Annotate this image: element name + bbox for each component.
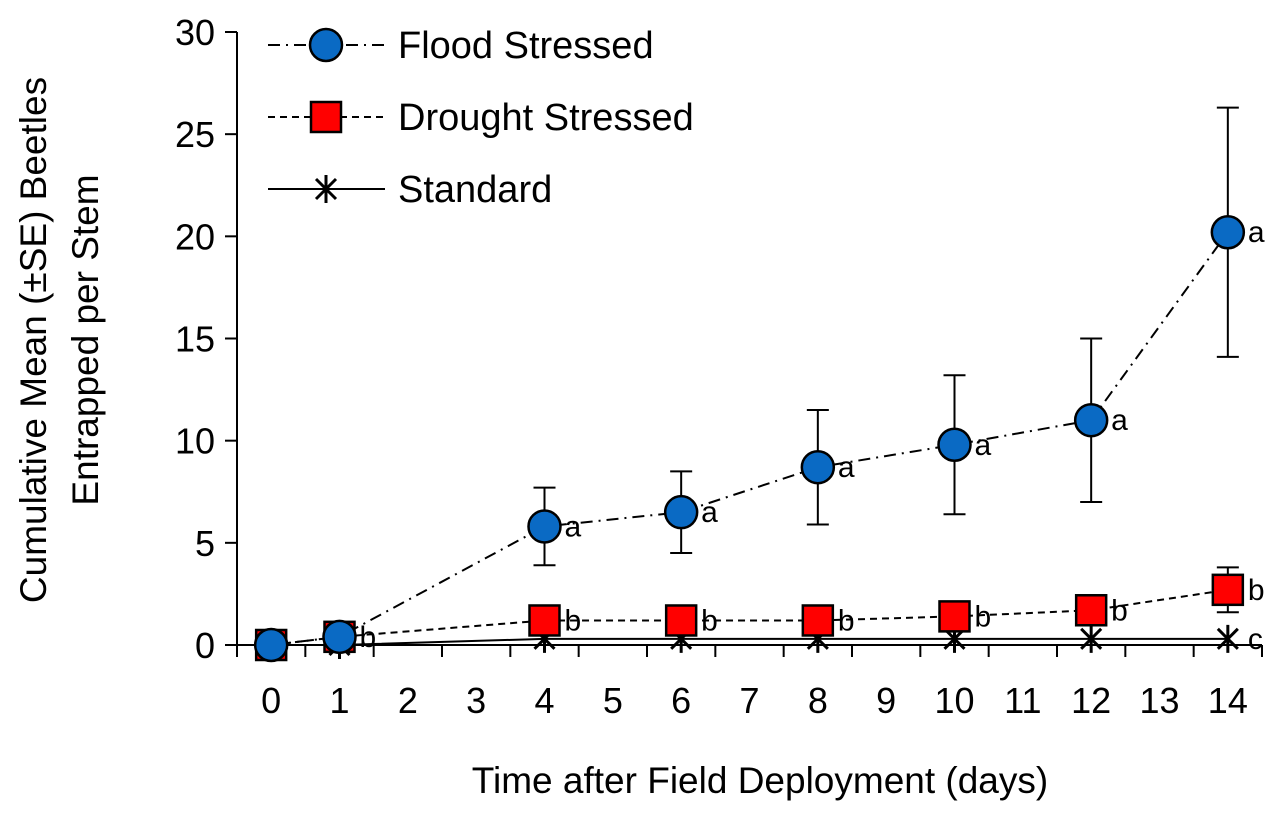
data-point	[527, 509, 562, 544]
data-point	[938, 600, 971, 633]
data-point	[1211, 573, 1245, 607]
legend-marker	[314, 175, 338, 203]
data-point	[253, 627, 289, 663]
y-tick-label: 10	[175, 421, 215, 462]
data-point	[1074, 594, 1108, 627]
x-tick-label: 8	[808, 680, 828, 721]
significance-label: a	[975, 429, 992, 462]
legend-marker	[309, 100, 343, 134]
x-tick-label: 10	[934, 680, 974, 721]
y-tick-label: 5	[195, 523, 215, 564]
series-line	[271, 588, 1228, 646]
data-point	[800, 449, 836, 485]
series-line	[271, 637, 1228, 646]
data-point	[664, 604, 698, 637]
legend-item-flood-stressed: Flood Stressed	[268, 25, 654, 67]
significance-label: b	[701, 604, 718, 637]
significance-label: c	[1248, 623, 1263, 656]
significance-label: b	[838, 604, 855, 637]
legend-item-standard: Standard	[268, 169, 552, 211]
series-flood-stressed: a a a a a a	[253, 106, 1265, 663]
series-drought-stressed: b b b b b b b	[254, 566, 1265, 662]
legend-label: Flood Stressed	[398, 25, 654, 67]
x-tick-label: 12	[1071, 680, 1111, 721]
y-tick-label: 0	[195, 625, 215, 666]
data-point	[528, 604, 561, 637]
x-tick-label: 13	[1139, 680, 1179, 721]
y-tick-label: 15	[175, 319, 215, 360]
x-tick-label: 5	[603, 680, 623, 721]
significance-label: a	[1248, 216, 1265, 249]
x-tick-label: 9	[876, 680, 896, 721]
data-point	[937, 427, 972, 463]
x-tick-label: 2	[398, 680, 418, 721]
data-point	[1073, 402, 1109, 438]
legend: Flood Stressed Drought Stressed Standard	[268, 25, 694, 211]
y-axis-title-line-2: Entrapped per Stem	[65, 174, 106, 505]
significance-label: a	[565, 510, 582, 543]
x-tick-label: 0	[261, 680, 281, 721]
x-axis-title: Time after Field Deployment (days)	[472, 760, 1048, 801]
y-tick-label: 30	[175, 12, 215, 53]
x-tick-label: 11	[1004, 680, 1041, 721]
significance-label: b	[565, 604, 582, 637]
significance-label: b	[1111, 594, 1128, 627]
series-line	[271, 231, 1229, 646]
data-point	[1080, 624, 1103, 653]
x-tick-label: 7	[739, 680, 759, 721]
data-point	[801, 604, 835, 637]
y-tick-label: 20	[175, 216, 215, 257]
legend-label: Standard	[398, 169, 552, 211]
x-tick-label: 14	[1208, 680, 1248, 721]
data-point	[322, 619, 357, 655]
series-standard: c	[260, 623, 1263, 659]
significance-label: a	[838, 451, 855, 484]
data-point	[1210, 214, 1246, 250]
significance-label: b	[360, 621, 377, 654]
significance-label: b	[975, 600, 992, 633]
data-point	[663, 494, 699, 530]
y-axis-title-line-1: Cumulative Mean (±SE) Beetles	[13, 77, 54, 603]
x-tick-label: 3	[466, 680, 486, 721]
significance-label: b	[1248, 574, 1265, 607]
legend-item-drought-stressed: Drought Stressed	[268, 97, 694, 139]
legend-marker	[308, 27, 344, 63]
x-tick-label: 6	[671, 680, 691, 721]
x-tick-label: 1	[329, 680, 349, 721]
significance-label: a	[1111, 404, 1128, 437]
data-point	[1216, 624, 1239, 653]
x-tick-label: 4	[534, 680, 554, 721]
legend-label: Drought Stressed	[398, 97, 694, 139]
y-tick-label: 25	[175, 114, 215, 155]
significance-label: a	[701, 496, 718, 529]
